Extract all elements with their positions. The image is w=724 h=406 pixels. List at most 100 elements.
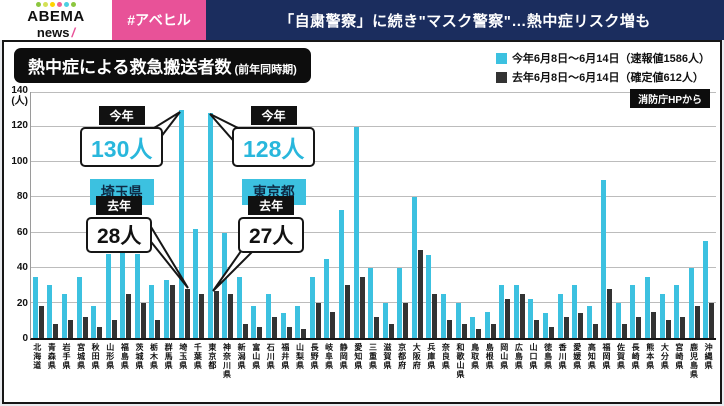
bar — [499, 285, 505, 338]
bar — [76, 276, 82, 338]
bar — [359, 276, 365, 338]
x-tick-label: 東 京 都 — [208, 343, 217, 370]
bar — [344, 285, 350, 338]
bar — [236, 276, 242, 338]
bar-group — [395, 92, 410, 338]
bar-group — [133, 92, 148, 338]
x-tick-label: 愛 知 県 — [354, 343, 363, 370]
bar — [199, 294, 205, 338]
logo-dot — [36, 1, 41, 7]
bar — [694, 306, 700, 338]
y-tick-label: 80 — [16, 191, 28, 203]
bar — [688, 267, 694, 338]
x-tick-label: 福 岡 県 — [602, 343, 611, 370]
x-tick-label: 北 海 道 — [33, 343, 42, 370]
bar-group — [118, 92, 133, 338]
y-tick-label: 0 — [22, 333, 28, 344]
bar — [578, 313, 584, 338]
bar-group — [570, 92, 585, 338]
bar — [301, 329, 307, 338]
bar-group — [104, 92, 119, 338]
bar — [309, 276, 315, 338]
bar-group — [425, 92, 440, 338]
bar — [47, 285, 53, 338]
chart-legend: 今年6月8日～6月14日（速報値1586人） 去年6月8日～6月14日（確定値6… — [495, 50, 710, 85]
bar — [53, 323, 59, 338]
logo-slash: / — [71, 24, 76, 40]
abema-dots-icon — [36, 1, 76, 7]
bar — [592, 323, 598, 338]
bar — [519, 294, 525, 338]
bar — [382, 302, 388, 338]
x-tick-label: 岡 山 県 — [500, 343, 509, 370]
bar-group — [629, 92, 644, 338]
bar — [534, 320, 540, 338]
callout-saitama-last-year: 去年 28人 — [86, 196, 153, 253]
gridline — [31, 266, 716, 268]
x-tick-label: 宮 城 県 — [77, 343, 86, 370]
bar — [709, 302, 715, 338]
bar-group — [614, 92, 629, 338]
bar — [149, 285, 155, 338]
bar — [295, 306, 301, 338]
logo-dot — [71, 1, 76, 7]
hashtag-badge: #アベヒル — [112, 0, 206, 40]
bar — [645, 276, 651, 338]
bar — [67, 320, 73, 338]
x-tick-label: 長 野 県 — [310, 343, 319, 370]
callout-tag: 去年 — [248, 196, 295, 215]
bar — [324, 258, 330, 338]
bar — [140, 302, 146, 338]
bar — [630, 285, 636, 338]
bar-group — [702, 92, 717, 338]
legend-swatch-last-year — [495, 71, 507, 83]
bar — [505, 299, 511, 338]
bar — [411, 197, 417, 338]
bar — [207, 113, 213, 338]
bar-group — [191, 92, 206, 338]
bar — [446, 320, 452, 338]
x-tick-label: 奈 良 県 — [441, 343, 450, 370]
bar — [440, 294, 446, 338]
bar — [455, 302, 461, 338]
bar-group — [585, 92, 600, 338]
x-tick-label: 福 井 県 — [281, 343, 290, 370]
bar — [417, 250, 423, 338]
legend-label: 去年6月8日～6月14日（確定値612人） — [511, 72, 704, 84]
bar-group — [308, 92, 323, 338]
bar-group — [75, 92, 90, 338]
bar — [528, 299, 534, 338]
chart-panel: 熱中症による救急搬送者数 (前年同時期) 今年6月8日～6月14日（速報値1586… — [2, 40, 722, 404]
legend-item-last-year: 去年6月8日～6月14日（確定値612人） — [495, 69, 710, 85]
x-tick-label: 秋 田 県 — [91, 343, 100, 370]
x-tick-label: 香 川 県 — [558, 343, 567, 370]
bar — [586, 306, 592, 338]
bar-group — [541, 92, 556, 338]
bar — [338, 209, 344, 338]
bar-group — [672, 92, 687, 338]
x-tick-label: 京 都 府 — [398, 343, 407, 370]
bar — [126, 294, 132, 338]
x-tick-label: 山 形 県 — [106, 343, 115, 370]
logo-dot — [64, 1, 69, 7]
bar — [388, 323, 394, 338]
chart-title: 熱中症による救急搬送者数 — [28, 58, 232, 77]
gridline — [31, 161, 716, 163]
bar — [674, 285, 680, 338]
callout-tag: 今年 — [98, 106, 145, 125]
y-tick-label: 20 — [16, 297, 28, 309]
x-tick-label: 栃 木 県 — [150, 343, 159, 370]
bar — [432, 294, 438, 338]
x-tick-label: 熊 本 県 — [646, 343, 655, 370]
x-tick-label: 佐 賀 県 — [617, 343, 626, 370]
bar-group — [468, 92, 483, 338]
bar — [607, 288, 613, 338]
legend-label: 今年6月8日～6月14日（速報値1586人） — [511, 53, 710, 65]
bar — [32, 276, 38, 338]
bar — [178, 109, 184, 338]
bar — [61, 294, 67, 338]
bar-group — [148, 92, 163, 338]
bar — [193, 229, 199, 338]
bar — [426, 255, 432, 338]
bar — [222, 232, 228, 338]
